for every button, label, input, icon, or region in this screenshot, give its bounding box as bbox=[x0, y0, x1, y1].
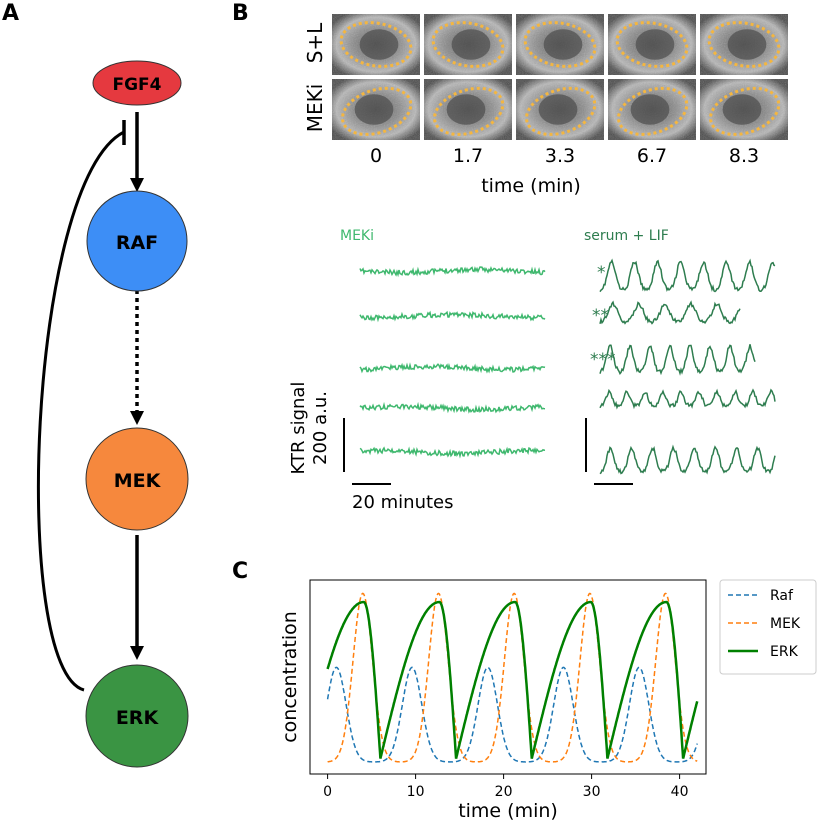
scalebar-label: 20 minutes bbox=[352, 492, 454, 513]
meki-trace bbox=[359, 265, 546, 278]
serum-lif-title: serum + LIF bbox=[584, 228, 669, 244]
time-label: 1.7 bbox=[453, 145, 483, 167]
panel-letter-c: C bbox=[232, 559, 248, 584]
microscopy-xlabel: time (min) bbox=[481, 175, 581, 197]
time-labels: 0 1.7 3.3 6.7 8.3 bbox=[370, 145, 759, 167]
raf-node bbox=[86, 190, 188, 292]
fgf4-node bbox=[92, 60, 182, 106]
microscopy-image bbox=[608, 14, 696, 75]
mek-node bbox=[85, 427, 189, 531]
arrowhead-fgf4-raf bbox=[130, 178, 144, 192]
arrowhead-raf-mek bbox=[130, 411, 144, 425]
meki-trace bbox=[359, 310, 546, 323]
meki-trace bbox=[359, 401, 546, 414]
x-tick-label: 10 bbox=[407, 784, 425, 800]
panel-letter-a: A bbox=[2, 1, 19, 26]
x-tick-label: 40 bbox=[671, 784, 689, 800]
x-tick-label: 0 bbox=[323, 784, 332, 800]
series-line-mek bbox=[327, 592, 698, 763]
chart-legend: Raf MEK ERK bbox=[719, 579, 817, 675]
microscopy-grid bbox=[332, 14, 788, 140]
ktr-ylabel-2: 200 a.u. bbox=[310, 391, 331, 465]
time-label: 0 bbox=[370, 145, 382, 167]
microscopy-image bbox=[332, 14, 420, 75]
legend-label: Raf bbox=[770, 588, 794, 604]
erk-node bbox=[85, 664, 189, 768]
meki-trace bbox=[359, 362, 546, 374]
serum-lif-trace bbox=[599, 344, 756, 376]
panel-letter-b: B bbox=[232, 1, 249, 26]
time-label: 3.3 bbox=[545, 145, 575, 167]
x-tick-label: 30 bbox=[583, 784, 601, 800]
feedback-inhibition-arc bbox=[36, 130, 125, 692]
star-2: ** bbox=[592, 306, 609, 326]
legend-box bbox=[719, 579, 817, 675]
chart-series bbox=[326, 592, 699, 763]
serum-lif-trace bbox=[599, 258, 776, 293]
oscillation-chart: 0 10 20 30 40 time (min) concentration Raf ME… bbox=[279, 579, 817, 822]
meki-traces bbox=[359, 265, 546, 459]
serum-lif-trace bbox=[599, 388, 776, 410]
microscopy-image bbox=[516, 14, 604, 75]
series-line-erk bbox=[326, 600, 699, 759]
chart-plot-area bbox=[309, 579, 707, 775]
star-3: *** bbox=[590, 350, 616, 370]
fgf4-label: FGF4 bbox=[112, 75, 161, 95]
microscopy-image bbox=[700, 14, 788, 75]
arrowhead-mek-erk bbox=[130, 646, 144, 660]
time-label: 8.3 bbox=[729, 145, 759, 167]
microscopy-image bbox=[332, 79, 420, 140]
row-label-sl: S+L bbox=[303, 22, 327, 63]
chart-ylabel: concentration bbox=[279, 611, 301, 743]
time-label: 6.7 bbox=[637, 145, 667, 167]
microscopy-image bbox=[424, 14, 512, 75]
microscopy-image bbox=[516, 79, 604, 140]
ktr-ylabel-1: KTR signal bbox=[288, 382, 309, 475]
mek-label: MEK bbox=[114, 470, 162, 492]
series-line-raf bbox=[326, 666, 698, 763]
serum-lif-trace bbox=[599, 444, 776, 475]
legend-label: ERK bbox=[770, 644, 799, 660]
microscopy-image bbox=[608, 79, 696, 140]
microscopy-image bbox=[424, 79, 512, 140]
x-tick-label: 20 bbox=[495, 784, 513, 800]
serum-lif-traces bbox=[599, 258, 776, 475]
pathway-diagram: FGF4 RAF MEK ERK bbox=[36, 60, 189, 768]
raf-label: RAF bbox=[116, 232, 158, 254]
legend-label: MEK bbox=[770, 616, 801, 632]
meki-trace bbox=[359, 446, 546, 459]
erk-label: ERK bbox=[116, 707, 160, 729]
star-1: * bbox=[597, 263, 606, 283]
microscopy-image bbox=[700, 79, 788, 140]
meki-title: MEKi bbox=[340, 228, 374, 244]
serum-lif-trace bbox=[599, 300, 741, 325]
chart-xticks: 0 10 20 30 40 bbox=[323, 774, 689, 800]
chart-xlabel: time (min) bbox=[458, 800, 558, 822]
row-label-meki: MEKi bbox=[303, 84, 327, 133]
